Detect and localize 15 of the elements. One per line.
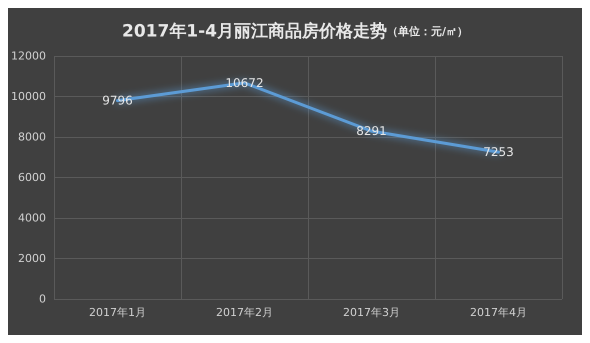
x-tick-label: 2017年4月 — [470, 306, 527, 319]
x-tick-label: 2017年2月 — [216, 306, 273, 319]
x-tick-label: 2017年3月 — [343, 306, 400, 319]
data-label: 9796 — [102, 94, 133, 108]
chart-subtitle: （单位：元/㎡） — [387, 25, 468, 38]
y-tick-label: 8000 — [18, 130, 46, 144]
y-tick-label: 0 — [39, 292, 46, 306]
data-label: 7253 — [483, 145, 514, 160]
y-tick-label: 2000 — [18, 252, 46, 265]
y-tick-label: 6000 — [18, 171, 46, 184]
x-tick-label: 2017年1月 — [89, 306, 146, 319]
y-tick-label: 12000 — [11, 50, 46, 62]
y-tick-label: 4000 — [18, 212, 46, 224]
chart-title: 2017年1-4月丽江商品房价格走势 — [122, 22, 388, 42]
y-tick-label: 10000 — [11, 90, 46, 103]
